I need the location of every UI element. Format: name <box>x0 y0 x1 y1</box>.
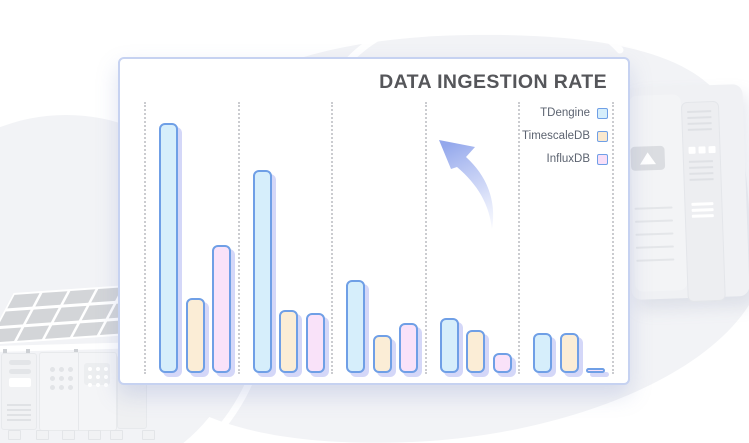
vertical-gridline <box>331 102 333 374</box>
bar-timescaledb-group-5 <box>559 333 579 373</box>
strip-line <box>689 166 714 169</box>
solar-panel-post <box>26 349 30 356</box>
bar-influxdb-group-1 <box>212 245 231 373</box>
legend-item-timescaledb: TimescaleDB <box>522 130 608 142</box>
cabinet-vent <box>7 404 31 406</box>
bar-influxdb-group-2 <box>305 313 325 373</box>
cabinet-vent <box>7 409 31 411</box>
legend-swatch-icon <box>597 153 608 165</box>
vertical-gridline <box>144 102 146 374</box>
bar-tdengine-group-2 <box>252 170 272 373</box>
legend-label: InfluxDB <box>546 153 590 165</box>
cabinet-label-plate <box>9 378 31 387</box>
strip-vent-line <box>691 208 714 212</box>
chart-card: DATA INGESTION RATE TDengine TimescaleDB I… <box>118 57 630 385</box>
warning-badge <box>630 145 666 171</box>
strip-line <box>687 122 712 125</box>
strip-vent-line <box>691 214 714 218</box>
cabinet-foot <box>88 430 101 440</box>
strip-line <box>687 116 712 119</box>
strip-line <box>689 172 714 175</box>
cabinet-slot <box>9 369 31 374</box>
cabinet-dot-grid <box>50 367 73 390</box>
bar-influxdb-group-4 <box>492 353 512 373</box>
power-cabinet-large <box>39 352 117 431</box>
strip-buttons <box>688 145 716 154</box>
bar-timescaledb-group-3 <box>372 335 392 373</box>
device-text-line <box>634 206 673 210</box>
plot-area <box>120 59 628 383</box>
cabinet-vent <box>7 414 31 416</box>
bar-timescaledb-group-1 <box>185 298 205 373</box>
bar-tdengine-group-4 <box>439 318 459 373</box>
cabinet-foot <box>36 430 49 440</box>
strip-line <box>687 110 712 113</box>
cabinet-foot <box>142 430 155 440</box>
cabinet-foot <box>8 430 21 440</box>
industrial-controller-illustration <box>624 84 749 303</box>
cabinet-vent <box>7 419 31 421</box>
device-text-line <box>634 219 674 223</box>
power-cabinet-small <box>1 353 37 430</box>
legend-label: TimescaleDB <box>522 130 590 142</box>
warning-triangle-icon <box>639 152 657 165</box>
cabinet-dot-grid <box>88 367 108 387</box>
cabinet-slot <box>9 360 31 365</box>
bar-tdengine-group-5 <box>533 333 552 373</box>
legend-label: TDengine <box>540 107 590 119</box>
cabinet-foot <box>62 430 75 440</box>
device-text-line <box>636 258 675 262</box>
cabinet-foot <box>110 430 123 440</box>
solar-panel-post <box>3 349 7 356</box>
chart-legend: TDengine TimescaleDB InfluxDB <box>522 107 608 165</box>
vertical-gridline <box>611 102 614 374</box>
cabinet-door-seam <box>78 353 79 430</box>
device-front-panel <box>628 94 688 292</box>
big-blob-outline-arc <box>328 3 624 88</box>
strip-line <box>689 178 714 181</box>
legend-item-influxdb: InfluxDB <box>547 153 608 165</box>
bar-influxdb-group-5 <box>586 368 605 373</box>
bar-timescaledb-group-4 <box>466 330 485 373</box>
bar-influxdb-group-3 <box>399 323 418 373</box>
legend-item-tdengine: TDengine <box>540 107 608 119</box>
vertical-gridline <box>424 102 427 374</box>
cabinet-dot-panel <box>84 363 110 387</box>
strip-vent-line <box>691 202 714 206</box>
device-side-strip <box>680 100 726 303</box>
strip-line <box>687 128 712 131</box>
bar-tdengine-group-3 <box>346 280 365 373</box>
device-text-line <box>635 245 674 249</box>
legend-swatch-icon <box>597 130 608 142</box>
legend-swatch-icon <box>597 107 608 119</box>
chart-title: DATA INGESTION RATE <box>379 71 607 93</box>
bar-tdengine-group-1 <box>159 123 178 373</box>
bar-timescaledb-group-2 <box>279 310 298 373</box>
vertical-gridline <box>237 102 240 374</box>
vertical-gridline <box>518 102 520 374</box>
device-text-line <box>635 232 674 236</box>
strip-line <box>688 160 713 163</box>
